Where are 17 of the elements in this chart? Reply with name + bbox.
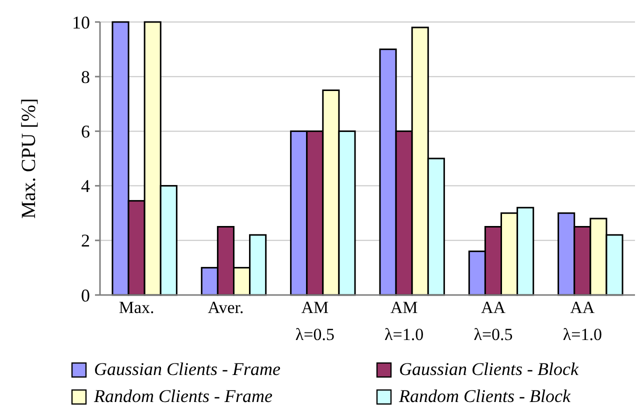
x-tick-label: AM λ=0.5 (295, 298, 334, 344)
y-tick-label: 0 (81, 285, 90, 306)
x-tick-label: AM λ=1.0 (384, 298, 424, 344)
legend-label: Random Clients - Frame (93, 386, 272, 406)
legend-label: Gaussian Clients - Frame (94, 359, 281, 379)
y-tick-label: 8 (81, 66, 90, 87)
x-tick-label: AA λ=1.0 (562, 298, 602, 344)
legend-label: Gaussian Clients - Block (399, 359, 580, 379)
y-axis-title: Max. CPU [%] (18, 98, 40, 219)
x-tick-label: Max. (118, 298, 154, 317)
y-tick-label: 10 (72, 12, 90, 32)
y-tick-label: 4 (81, 176, 90, 196)
x-tick-label: Aver. (208, 298, 244, 317)
y-tick-label: 6 (81, 122, 90, 142)
legend-label: Random Clients - Block (398, 386, 572, 406)
x-tick-label: AA λ=0.5 (474, 298, 513, 344)
y-tick-label: 2 (81, 230, 90, 251)
